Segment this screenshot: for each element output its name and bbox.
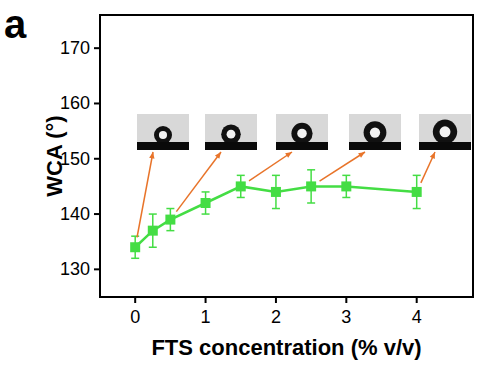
x-axis-title: FTS concentration (% v/v) [151,335,421,360]
inset-arrow [176,152,221,212]
y-tick-label: 130 [60,259,90,279]
y-tick [94,47,100,49]
y-tick-label: 140 [60,204,90,224]
chart: 13014015016017001234FTS concentration (%… [0,0,486,369]
error-bar [166,209,174,231]
inset-arrow-head [215,152,221,159]
y-tick [94,268,100,270]
error-bar [202,192,210,214]
inset-arrow-head [358,152,365,158]
y-tick [94,158,100,160]
data-point [412,187,422,197]
inset-arrow-head [149,152,154,159]
error-bar [272,175,280,208]
x-tick [275,297,277,303]
x-tick-label: 3 [341,307,351,327]
y-tick-label: 160 [60,93,90,113]
error-bar [149,214,157,247]
x-tick [416,297,418,303]
x-tick [345,297,347,303]
y-axis-title: WCA (°) [42,115,67,196]
data-point [271,187,281,197]
error-bar [413,175,421,208]
data-point [165,215,175,225]
droplet-inset [205,114,257,150]
droplet-inset [276,114,328,150]
data-point [148,226,158,236]
droplet-inset [419,114,471,150]
data-point [306,181,316,191]
x-tick-label: 1 [201,307,211,327]
data-point [341,181,351,191]
error-bar [307,170,315,203]
inset-arrow [421,152,435,183]
error-bar [131,236,139,258]
x-tick [205,297,207,303]
y-tick [94,213,100,215]
data-point [201,198,211,208]
inset-arrow-head [285,152,292,158]
plot-frame [100,15,473,297]
data-point [130,242,140,252]
inset-arrow [320,152,365,181]
inset-arrow [249,152,292,181]
x-tick-label: 4 [412,307,422,327]
y-tick-label: 170 [60,38,90,58]
error-bar [342,175,350,197]
panel-label: a [4,2,27,46]
series-line [135,186,417,247]
data-point [236,181,246,191]
x-tick-label: 2 [271,307,281,327]
droplet-inset [137,114,189,150]
y-tick [94,102,100,104]
droplet-inset [349,114,401,150]
x-tick-label: 0 [130,307,140,327]
error-bar [237,175,245,197]
inset-arrow-head [430,152,435,159]
plot-area [130,170,422,258]
inset-arrow [137,152,153,237]
x-tick [134,297,136,303]
